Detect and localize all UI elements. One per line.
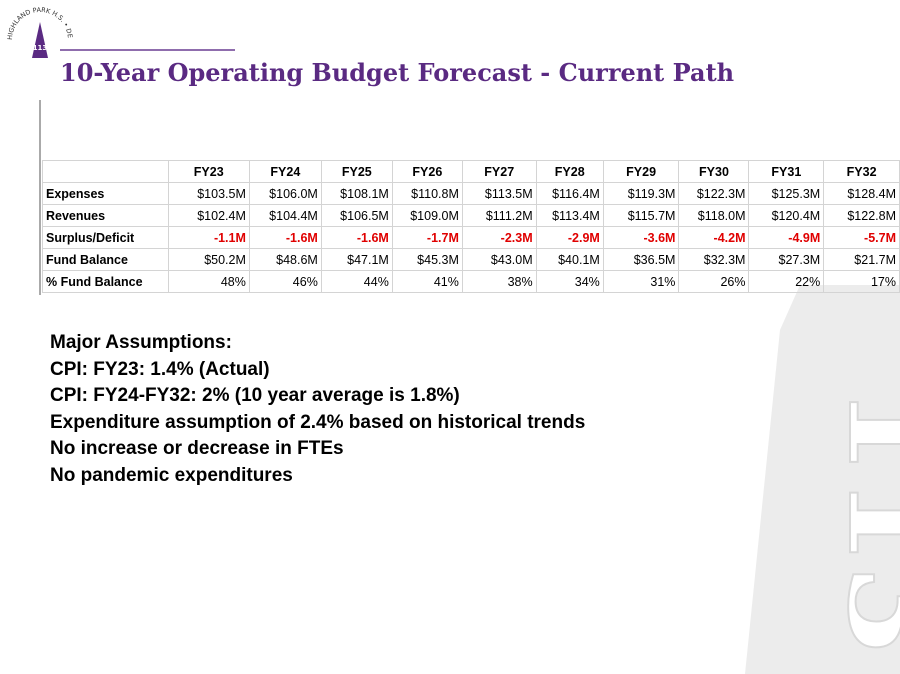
cell: $119.3M bbox=[602, 182, 680, 205]
assumption: No pandemic expenditures bbox=[50, 464, 293, 486]
logo-ring: HIGHLAND PARK H.S. • DEERFIELD H.S. bbox=[0, 0, 74, 40]
logo-mark bbox=[32, 22, 48, 58]
cell: $122.3M bbox=[678, 182, 750, 205]
cell: $40.1M bbox=[535, 248, 604, 271]
cell: -5.7M bbox=[823, 226, 900, 249]
cell: 31% bbox=[602, 270, 680, 293]
cell: 26% bbox=[678, 270, 750, 293]
cell: $113.5M bbox=[461, 182, 537, 205]
cell: $106.5M bbox=[320, 204, 393, 227]
row-label: Revenues bbox=[42, 204, 169, 227]
cell: $47.1M bbox=[320, 248, 393, 271]
header-cell: FY29 bbox=[602, 160, 680, 183]
cell: -1.6M bbox=[248, 226, 322, 249]
row-label: Expenses bbox=[42, 182, 169, 205]
header-cell: FY26 bbox=[391, 160, 463, 183]
row-label: Surplus/Deficit bbox=[42, 226, 169, 249]
cell: 17% bbox=[823, 270, 900, 293]
cell: $102.4M bbox=[167, 204, 250, 227]
cell: $32.3M bbox=[678, 248, 750, 271]
table-row: Fund Balance $50.2M $48.6M $47.1M $45.3M $43.… bbox=[42, 248, 900, 271]
cell: $106.0M bbox=[248, 182, 322, 205]
cell: $128.4M bbox=[823, 182, 900, 205]
cell: $21.7M bbox=[823, 248, 900, 271]
logo-ring-text: HIGHLAND PARK H.S. • DEERFIELD H.S. bbox=[0, 0, 74, 40]
header-cell: FY28 bbox=[535, 160, 604, 183]
header-cell: FY32 bbox=[823, 160, 900, 183]
cell: -4.9M bbox=[748, 226, 825, 249]
cell: 44% bbox=[320, 270, 393, 293]
cell: -1.7M bbox=[391, 226, 463, 249]
cell: $43.0M bbox=[461, 248, 537, 271]
header-cell: FY31 bbox=[748, 160, 825, 183]
row-label: % Fund Balance bbox=[42, 270, 169, 293]
cell: -4.2M bbox=[678, 226, 750, 249]
cell: $118.0M bbox=[678, 204, 750, 227]
budget-table: FY23 FY24 FY25 FY26 FY27 FY28 FY29 FY30 FY31 FY32… bbox=[42, 160, 900, 293]
cell: $50.2M bbox=[167, 248, 250, 271]
watermark-text: 113 bbox=[819, 384, 900, 655]
table-row: % Fund Balance 48% 46% 44% 41% 38% 34% 31% 26% 22… bbox=[42, 270, 900, 293]
cell: 38% bbox=[461, 270, 537, 293]
header-row: FY23 FY24 FY25 FY26 FY27 FY28 FY29 FY30 FY31 FY32 bbox=[42, 160, 900, 183]
header-cell: FY27 bbox=[461, 160, 537, 183]
cell: $110.8M bbox=[391, 182, 463, 205]
cell: -1.6M bbox=[320, 226, 393, 249]
cell: $36.5M bbox=[602, 248, 680, 271]
cell: $45.3M bbox=[391, 248, 463, 271]
title: 10-Year Operating Budget Forecast - Curr… bbox=[60, 58, 735, 87]
cell: $108.1M bbox=[320, 182, 393, 205]
cell: -2.9M bbox=[535, 226, 604, 249]
cell: 41% bbox=[391, 270, 463, 293]
cell: $27.3M bbox=[748, 248, 825, 271]
assumption: CPI: FY23: 1.4% (Actual) bbox=[50, 358, 270, 380]
cell: 48% bbox=[167, 270, 250, 293]
table-row: Revenues $102.4M $104.4M $106.5M $109.0M $111… bbox=[42, 204, 900, 227]
cell: -2.3M bbox=[461, 226, 537, 249]
assumption: No increase or decrease in FTEs bbox=[50, 438, 344, 459]
watermark-shape bbox=[745, 285, 900, 674]
assumption: CPI: FY24-FY32: 2% (10 year average is 1… bbox=[50, 385, 460, 406]
cell: -1.1M bbox=[167, 226, 250, 249]
assumption: Expenditure assumption of 2.4% based on … bbox=[50, 411, 586, 433]
table-row: Expenses $103.5M $106.0M $108.1M $110.8M $113… bbox=[42, 182, 900, 205]
header-cell: FY23 bbox=[167, 160, 250, 183]
cell: $48.6M bbox=[248, 248, 322, 271]
cell: $111.2M bbox=[461, 204, 537, 227]
assumptions-heading: Major Assumptions: bbox=[50, 332, 232, 353]
cell: $125.3M bbox=[748, 182, 825, 205]
cell: $120.4M bbox=[748, 204, 825, 227]
row-label: Fund Balance bbox=[42, 248, 169, 271]
cell: $113.4M bbox=[535, 204, 604, 227]
table-row: Surplus/Deficit -1.1M -1.6M -1.6M -1.7M -2.3M… bbox=[42, 226, 900, 249]
cell: $109.0M bbox=[391, 204, 463, 227]
cell: $115.7M bbox=[602, 204, 680, 227]
cell: $104.4M bbox=[248, 204, 322, 227]
cell: 34% bbox=[535, 270, 604, 293]
header-cell: FY25 bbox=[320, 160, 393, 183]
cell: 22% bbox=[748, 270, 825, 293]
assumptions: Major Assumptions: CPI: FY23: 1.4% (Actu… bbox=[50, 330, 585, 489]
header-cell bbox=[42, 160, 169, 183]
header-cell: FY24 bbox=[248, 160, 322, 183]
cell: -3.6M bbox=[602, 226, 680, 249]
header-cell: FY30 bbox=[678, 160, 750, 183]
cell: $103.5M bbox=[167, 182, 250, 205]
cell: 46% bbox=[248, 270, 322, 293]
logo-number: 113 bbox=[33, 44, 48, 52]
cell: $122.8M bbox=[823, 204, 900, 227]
cell: $116.4M bbox=[535, 182, 604, 205]
